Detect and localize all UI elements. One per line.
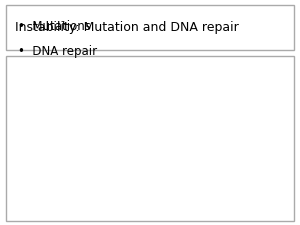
Text: •  DNA repair: • DNA repair xyxy=(18,45,97,58)
FancyBboxPatch shape xyxy=(6,56,294,220)
Text: Instability: Mutation and DNA repair: Instability: Mutation and DNA repair xyxy=(15,20,239,34)
Text: •  Mutations: • Mutations xyxy=(18,20,91,34)
FancyBboxPatch shape xyxy=(6,4,294,50)
